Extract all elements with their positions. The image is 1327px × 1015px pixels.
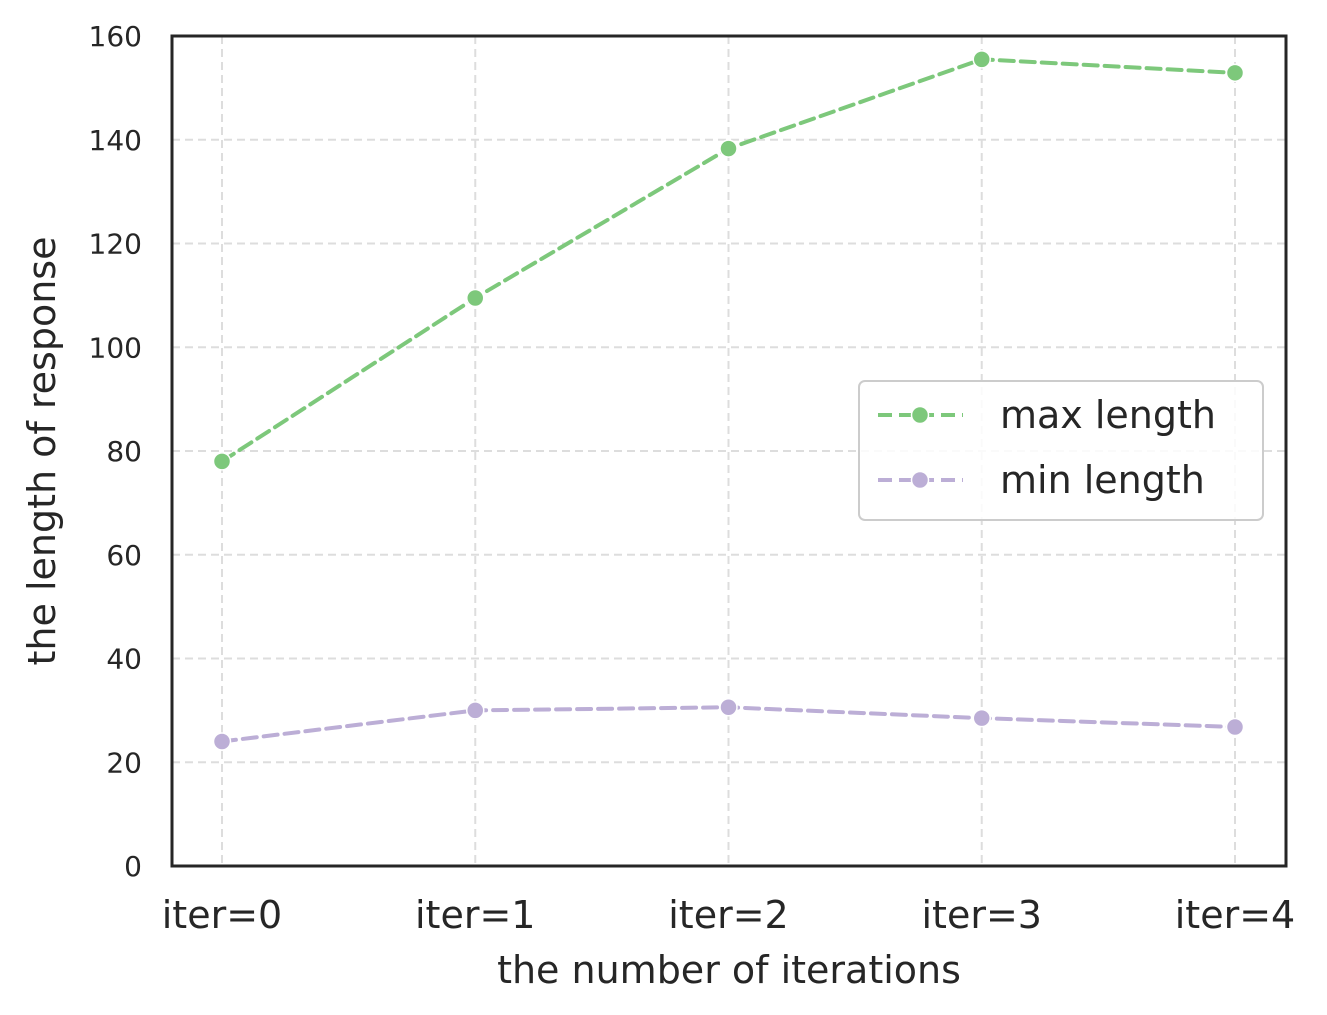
y-tick-label: 100 — [89, 331, 142, 364]
series-layer — [212, 50, 1245, 751]
y-tick-label: 80 — [106, 435, 142, 468]
legend-label: max length — [1000, 393, 1216, 437]
x-tick-label: iter=3 — [922, 893, 1042, 937]
x-axis-ticks: iter=0 iter=1 iter=2 iter=3 iter=4 — [162, 893, 1295, 937]
y-tick-label: 0 — [124, 850, 142, 883]
legend-swatch-marker — [910, 405, 930, 425]
data-point — [972, 50, 991, 69]
y-tick-label: 20 — [106, 746, 142, 779]
y-tick-label: 120 — [89, 228, 142, 261]
y-tick-label: 60 — [106, 539, 142, 572]
legend-label: min length — [1000, 458, 1205, 502]
legend: max length min length — [858, 380, 1264, 521]
data-point — [1225, 717, 1245, 737]
y-tick-label: 160 — [89, 20, 142, 53]
series-max-length — [212, 50, 1245, 471]
x-tick-label: iter=0 — [162, 893, 282, 937]
y-tick-label: 140 — [89, 124, 142, 157]
x-axis-title: the number of iterations — [497, 948, 961, 992]
y-axis-title: the length of response — [20, 237, 64, 666]
series-min-length — [212, 698, 1245, 751]
legend-frame — [858, 380, 1264, 521]
x-tick-label: iter=1 — [415, 893, 535, 937]
data-point — [719, 698, 738, 717]
y-tick-label: 40 — [106, 643, 142, 676]
data-point — [1225, 63, 1245, 83]
data-point — [466, 701, 485, 720]
data-point — [719, 139, 738, 158]
y-axis-ticks: 0 20 40 60 80 100 120 140 160 — [89, 20, 142, 883]
data-point — [212, 452, 232, 471]
x-tick-label: iter=4 — [1175, 893, 1295, 937]
legend-swatch-marker — [910, 470, 930, 490]
data-point — [466, 288, 485, 308]
x-tick-label: iter=2 — [668, 893, 788, 937]
data-point — [212, 732, 232, 751]
plot-frame — [170, 34, 1288, 868]
data-point — [972, 708, 991, 728]
